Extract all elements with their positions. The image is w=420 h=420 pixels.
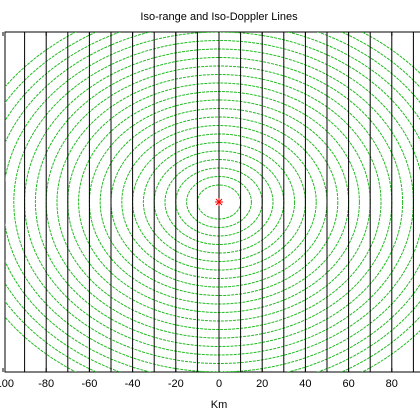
- plot-content: [5, 32, 420, 372]
- x-tick-label: 60: [342, 378, 354, 390]
- x-tick-label: 0: [216, 378, 222, 390]
- x-tick-label: 80: [386, 378, 398, 390]
- center-marker: [215, 198, 223, 206]
- x-tick-label: -60: [81, 378, 97, 390]
- x-tick-label: -20: [168, 378, 184, 390]
- plot-area: [4, 31, 420, 373]
- chart-title: Iso-range and Iso-Doppler Lines: [140, 11, 298, 23]
- x-tick-label: 20: [256, 378, 268, 390]
- x-tick-label: -100: [0, 378, 14, 390]
- x-tick-label: -40: [125, 378, 141, 390]
- x-tick-label: 40: [299, 378, 311, 390]
- x-tick-label: -80: [38, 378, 54, 390]
- x-axis-label: Km: [211, 399, 228, 411]
- iso-range-line: [164, 159, 274, 245]
